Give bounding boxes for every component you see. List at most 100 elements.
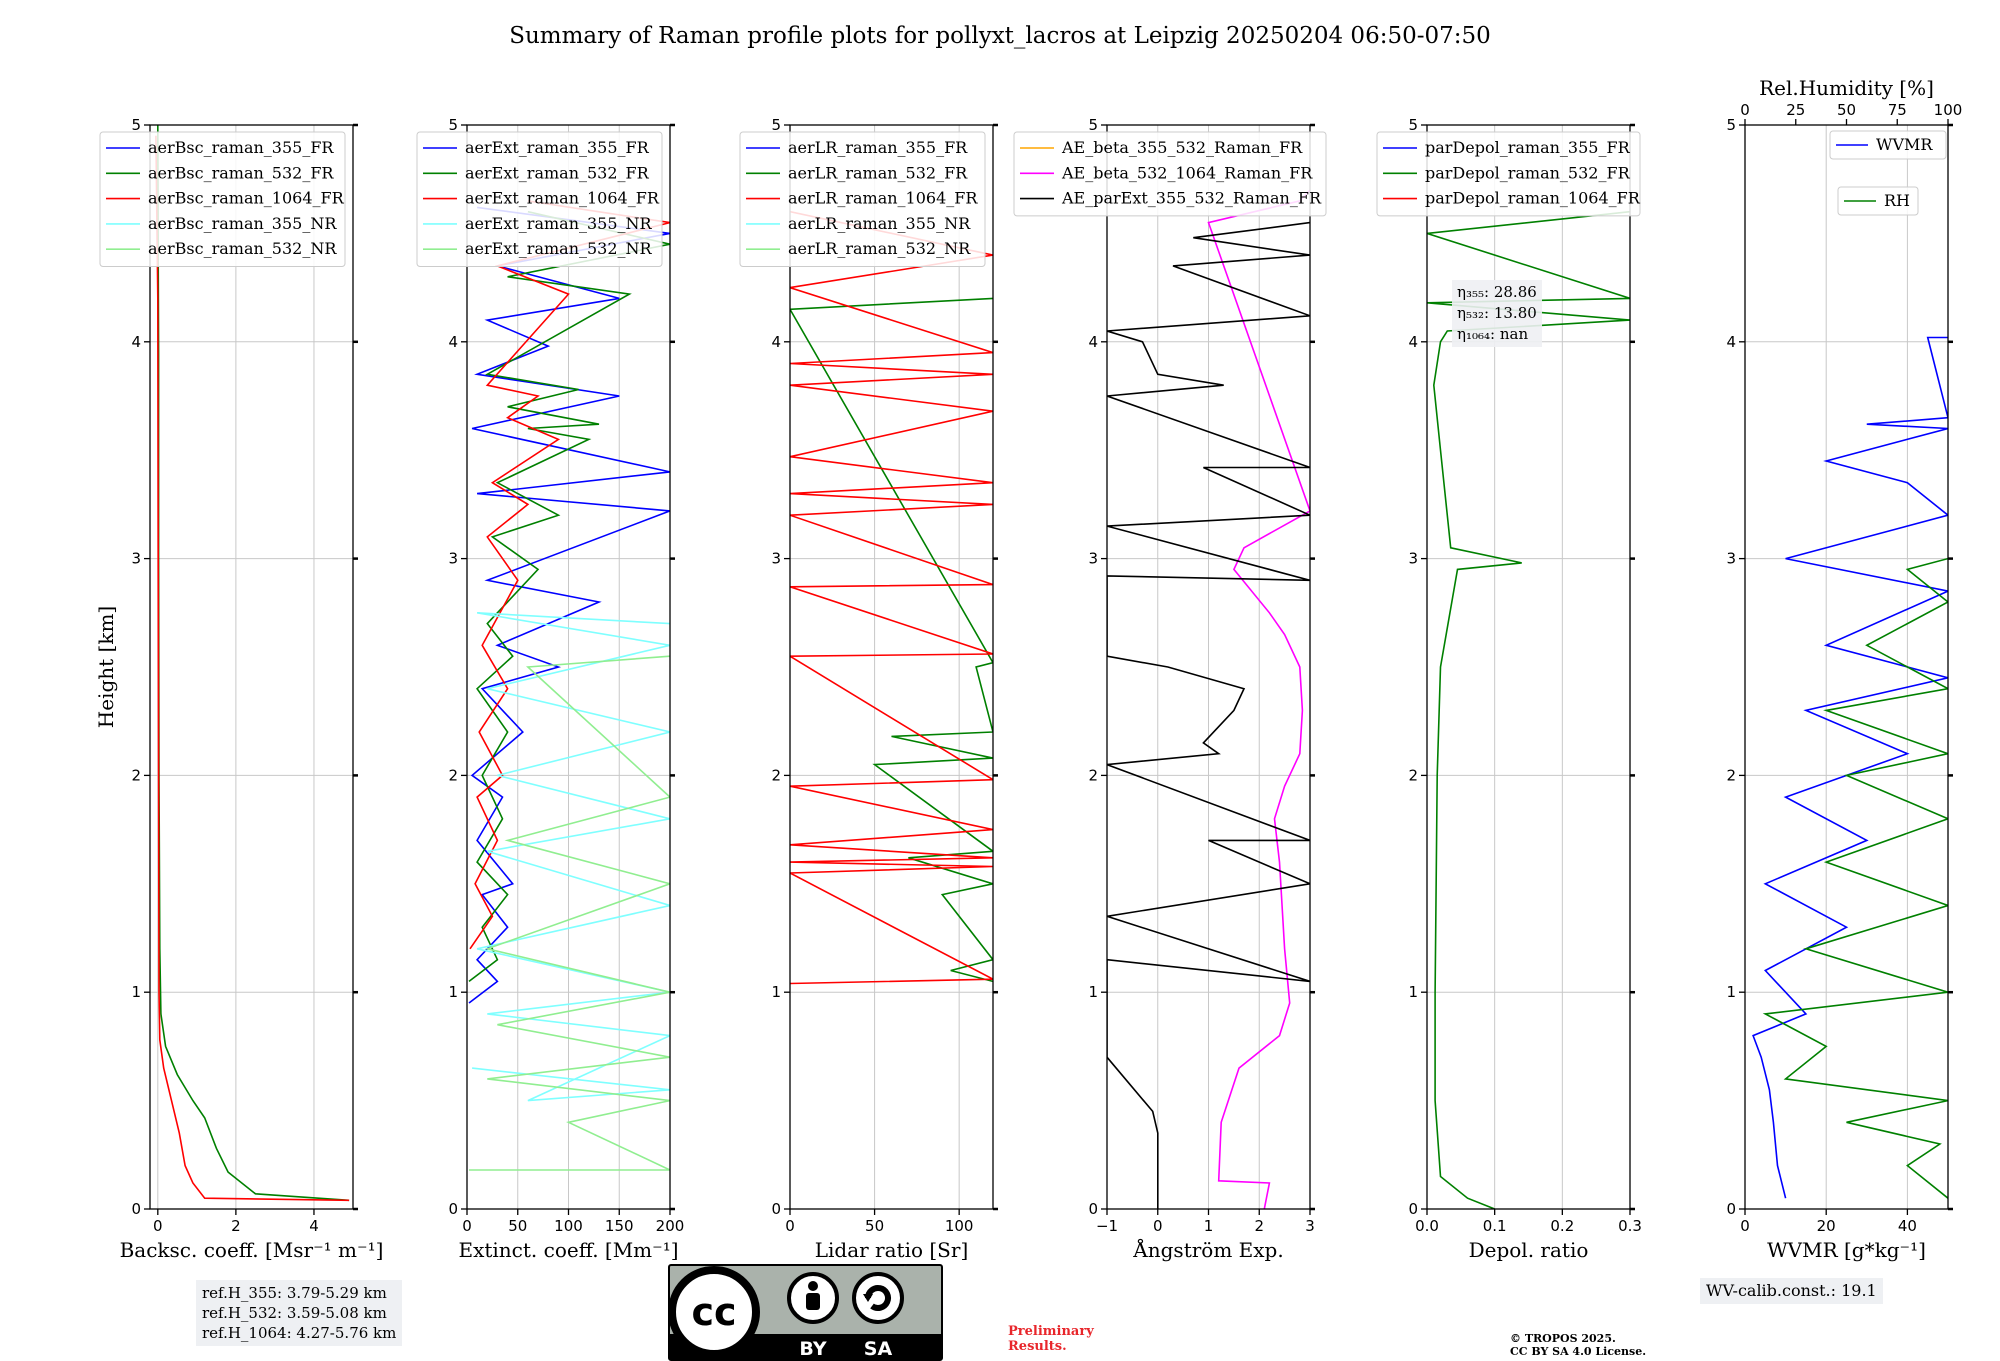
y-tick-label-wv: 3 [1726,550,1736,568]
ref-height-355: ref.H_355: 3.79-5.29 km [202,1284,387,1302]
axes-frame-depol [1426,124,1631,1210]
x-axis-label-ae: Ångström Exp. [1132,1237,1283,1262]
series-aerExt_raman_1064_FR [469,200,670,950]
panel-bsc: 0 2 4 0 1 2 3 4 5 Backsc. coeff. [Msr⁻¹ m⁻¹] Heigh… [94,116,383,1262]
y-axis-label: Height [km] [94,606,118,728]
axes-frame-lr [789,124,994,1210]
y-tick-label-lr: 1 [771,983,781,1001]
wv-calib-box: WV-calib.const.: 19.1 [1700,1278,1883,1304]
x-tick-label-wv: 20 [1817,1217,1836,1235]
figure-title: Summary of Raman profile plots for polly… [509,23,1491,49]
x-tick-label-ext: 0 [462,1217,472,1235]
series-AE_beta_532_1064_Raman_FR [1207,189,1310,1209]
legend-label-RH: RH [1884,191,1910,210]
legend-label-aerBsc_raman_532_NR: aerBsc_raman_532_NR [148,239,337,258]
x-axis-label-bsc: Backsc. coeff. [Msr⁻¹ m⁻¹] [120,1238,384,1262]
y-tick-label-bsc: 1 [131,983,141,1001]
y-tick-label-lr: 5 [771,116,781,134]
y-tick-label-lr: 2 [771,766,781,784]
top-x-tick-label: 0 [1740,101,1750,119]
axes-frame-bsc [149,124,354,1210]
cc-by-sa-badge: cc BY SA [668,1264,943,1361]
y-tick-label-wv: 5 [1726,116,1736,134]
legend-label-WVMR: WVMR [1876,135,1933,154]
eta-532: η₅₃₂: 13.80 [1457,304,1537,322]
x-axis-label-wv: WVMR [g*kg⁻¹] [1767,1238,1926,1262]
y-tick-label-ae: 4 [1088,333,1098,351]
preliminary-line-1: Preliminary [1008,1324,1094,1339]
series-aerExt_raman_532_FR [468,210,670,983]
x-tick-label-ext: 150 [605,1217,634,1235]
y-tick-label-bsc: 0 [131,1200,141,1218]
top-x-axis-label: Rel.Humidity [%] [1759,76,1934,100]
x-tick-label-depol: 0.1 [1483,1217,1507,1235]
legend-label-aerLR_raman_355_NR: aerLR_raman_355_NR [788,214,971,233]
series-aerBsc_raman_532_FR [157,125,350,1202]
y-tick-label-depol: 3 [1408,550,1418,568]
y-tick-label-wv: 4 [1726,333,1736,351]
preliminary-line-2: Results. [1008,1339,1067,1354]
x-tick-label-ext: 100 [554,1217,583,1235]
eta-355: η₃₅₅: 28.86 [1457,283,1537,301]
legend-label-parDepol_raman_1064_FR: parDepol_raman_1064_FR [1425,189,1641,208]
copyright-note: © TROPOS 2025. CC BY SA 4.0 License. [1510,1332,1646,1358]
legend-label-aerBsc_raman_355_NR: aerBsc_raman_355_NR [148,214,337,233]
legend-label-aerBsc_raman_355_FR: aerBsc_raman_355_FR [148,138,334,157]
x-tick-label-wv: 0 [1740,1217,1750,1235]
sa-text: SA [864,1338,893,1360]
copyright-line-2: CC BY SA 4.0 License. [1510,1345,1647,1358]
y-tick-label-ae: 5 [1088,116,1098,134]
y-tick-label-ext: 4 [448,333,458,351]
x-tick-label-ae: 1 [1204,1217,1214,1235]
y-tick-label-bsc: 2 [131,766,141,784]
eta-1064: η₁₀₆₄: nan [1457,325,1529,343]
y-tick-label-ext: 0 [448,1200,458,1218]
y-tick-label-bsc: 4 [131,333,141,351]
x-axis-label-depol: Depol. ratio [1469,1238,1589,1262]
x-tick-label-ae: 2 [1254,1217,1264,1235]
series-aerLR_raman_1064_FR [790,210,993,985]
y-tick-label-lr: 3 [771,550,781,568]
legend-label-aerExt_raman_532_FR: aerExt_raman_532_FR [465,163,650,182]
y-tick-label-ext: 1 [448,983,458,1001]
axes-frame-wv [1744,124,1949,1210]
top-x-tick-label: 50 [1837,101,1856,119]
x-tick-label-ae: −1 [1096,1217,1118,1235]
preliminary-note: Preliminary Results. [1008,1324,1094,1354]
panel-wv: 0 20 40 0 1 2 3 4 5 WVMR [g*kg⁻¹] 0 25 50 75 100Rel.Hu… [1726,76,1962,1262]
legend-label-aerExt_raman_532_NR: aerExt_raman_532_NR [465,239,653,258]
ref-heights-box: ref.H_355: 3.79-5.29 km ref.H_532: 3.59-… [196,1280,403,1346]
series-aerLR_raman_532_FR [790,297,993,983]
top-x-tick-label: 75 [1888,101,1907,119]
x-tick-label-ae: 3 [1305,1217,1315,1235]
x-tick-label-depol: 0.0 [1415,1217,1439,1235]
x-tick-label-lr: 100 [945,1217,974,1235]
y-tick-label-wv: 2 [1726,766,1736,784]
series-AE_parExt_355_532_Raman_FR [1107,221,1310,1209]
legend-label-aerExt_raman_1064_FR: aerExt_raman_1064_FR [465,189,660,208]
cc-icon [668,1266,760,1358]
legend-box-RH [1837,186,1919,216]
legend-label-AE_parExt_355_532_Raman_FR: AE_parExt_355_532_Raman_FR [1061,189,1322,208]
x-tick-label-ae: 0 [1153,1217,1163,1235]
y-tick-label-ae: 2 [1088,766,1098,784]
x-tick-label-ext: 200 [656,1217,685,1235]
y-tick-label-ext: 2 [448,766,458,784]
legend-label-aerLR_raman_532_FR: aerLR_raman_532_FR [788,163,968,182]
y-tick-label-lr: 0 [771,1200,781,1218]
x-tick-label-bsc: 4 [309,1217,319,1235]
x-tick-label-bsc: 2 [231,1217,241,1235]
top-x-tick-label: 100 [1934,101,1963,119]
legend-box-ext [416,131,663,267]
y-tick-label-ext: 5 [448,116,458,134]
y-tick-label-ae: 3 [1088,550,1098,568]
y-tick-label-depol: 1 [1408,983,1418,1001]
x-tick-label-depol: 0.2 [1550,1217,1574,1235]
cc-text: cc [691,1290,736,1334]
copyright-line-1: © TROPOS 2025. [1510,1332,1616,1345]
series-aerExt_raman_355_FR [468,206,670,1004]
legend-label-aerLR_raman_532_NR: aerLR_raman_532_NR [788,239,971,258]
legend-label-AE_beta_532_1064_Raman_FR: AE_beta_532_1064_Raman_FR [1061,163,1313,182]
